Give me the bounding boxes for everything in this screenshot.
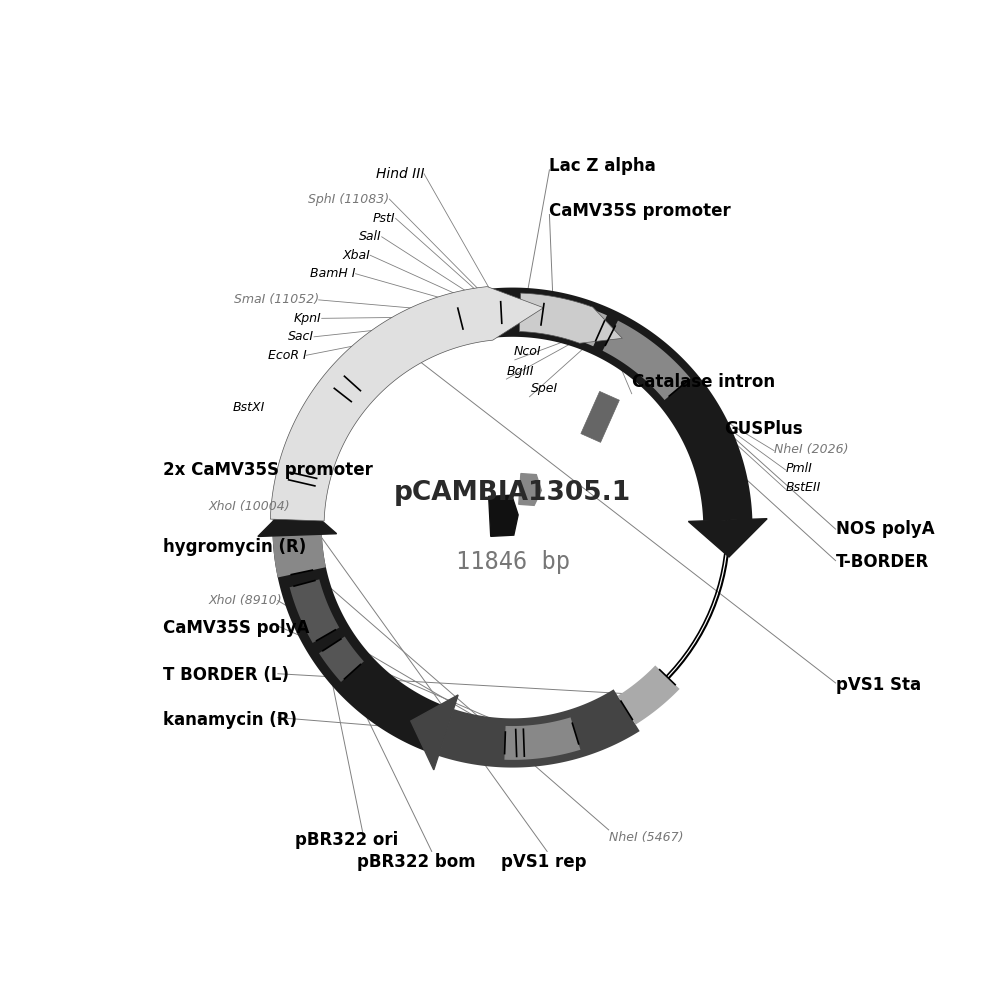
Polygon shape [334,295,466,400]
Polygon shape [603,321,690,400]
Polygon shape [290,579,339,643]
Text: NheI (5467): NheI (5467) [609,831,683,844]
Text: SmaI (11052): SmaI (11052) [234,294,319,307]
Text: NheI (2026): NheI (2026) [774,443,849,456]
Text: SpeI: SpeI [531,383,558,396]
Text: T-BORDER: T-BORDER [836,553,929,571]
Text: kanamycin (R): kanamycin (R) [163,711,297,729]
Text: Lac Z alpha: Lac Z alpha [549,157,656,175]
Polygon shape [471,288,752,520]
Polygon shape [489,496,518,536]
Text: PmlI: PmlI [786,462,812,475]
Polygon shape [273,380,362,577]
Text: BamH I: BamH I [310,267,356,281]
Text: BglII: BglII [506,365,534,378]
Text: XbaI: XbaI [342,249,370,262]
Text: EcoR I: EcoR I [268,349,306,362]
Polygon shape [270,287,544,521]
Text: SacI: SacI [288,331,314,344]
Polygon shape [258,499,337,536]
Text: Hind III: Hind III [376,167,424,181]
Polygon shape [618,665,680,724]
Text: CaMV35S polyA: CaMV35S polyA [163,618,309,636]
Text: SalI: SalI [359,231,382,244]
Text: PstI: PstI [373,212,396,225]
Text: 2x CaMV35S promoter: 2x CaMV35S promoter [163,461,372,479]
Text: pCAMBIA1305.1: pCAMBIA1305.1 [394,480,631,505]
Text: pVS1 rep: pVS1 rep [501,853,586,871]
Polygon shape [319,636,364,682]
Text: hygromycin (R): hygromycin (R) [163,537,306,555]
Polygon shape [519,474,541,505]
Text: GUSPlus: GUSPlus [724,421,803,439]
Polygon shape [438,689,640,767]
Text: pBR322 bom: pBR322 bom [357,853,476,871]
Polygon shape [411,695,458,770]
Polygon shape [540,298,607,347]
Text: NOS polyA: NOS polyA [836,520,934,538]
Polygon shape [273,534,454,756]
Polygon shape [581,392,619,443]
Text: BstEII: BstEII [786,482,821,495]
Polygon shape [519,293,622,344]
Text: SphI (11083): SphI (11083) [308,193,389,206]
Text: KpnI: KpnI [294,312,322,325]
Text: Catalase intron: Catalase intron [632,373,775,391]
Text: 11846 bp: 11846 bp [456,550,570,574]
Polygon shape [504,717,580,760]
Text: pVS1 Sta: pVS1 Sta [836,676,921,694]
Text: NcoI: NcoI [514,346,542,359]
Text: XhoI (10004): XhoI (10004) [209,500,290,513]
Text: CaMV35S promoter: CaMV35S promoter [549,202,731,220]
Polygon shape [688,518,767,557]
Text: XhoI (8910): XhoI (8910) [209,594,282,607]
Text: pBR322 ori: pBR322 ori [295,831,399,849]
Text: BstXI: BstXI [232,401,265,414]
Text: T BORDER (L): T BORDER (L) [163,666,289,684]
